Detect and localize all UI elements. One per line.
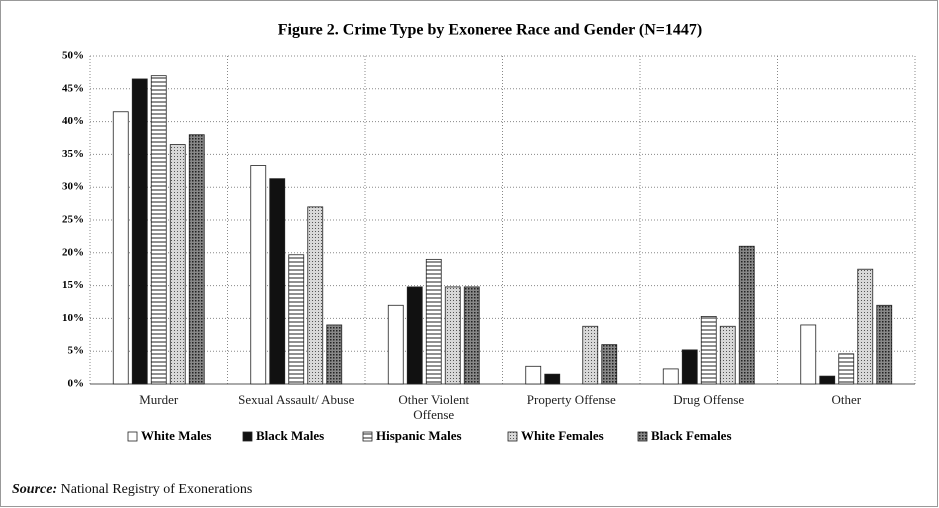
- bar: [601, 344, 618, 385]
- y-tick-label: 15%: [62, 279, 84, 291]
- bar: [307, 206, 324, 385]
- y-tick-label: 45%: [62, 82, 84, 94]
- x-tick-label: Sexual Assault/ Abuse: [238, 392, 355, 407]
- legend-swatch: [507, 431, 518, 442]
- bar: [582, 325, 599, 385]
- bar: [150, 75, 167, 385]
- legend-label: Black Males: [256, 428, 324, 443]
- bar: [463, 286, 480, 385]
- x-tick-label: Other Violent Offense: [398, 392, 470, 422]
- bar: [444, 286, 461, 385]
- x-tick-label: Murder: [139, 392, 179, 407]
- y-tick-label: 40%: [62, 115, 84, 127]
- source-text: National Registry of Exonerations: [60, 482, 253, 497]
- legend-swatch: [637, 431, 648, 442]
- bar: [681, 349, 698, 385]
- y-tick-label: 30%: [62, 181, 84, 193]
- bar: [169, 144, 186, 385]
- bar: [700, 316, 717, 385]
- bar: [269, 178, 286, 385]
- source-label: Source:: [12, 482, 58, 497]
- x-tick-label: Drug Offense: [673, 392, 745, 407]
- y-tick-label: 20%: [62, 246, 84, 258]
- y-tick-label: 10%: [62, 312, 84, 324]
- bar: [188, 134, 205, 385]
- bar: [406, 286, 423, 385]
- bar: [387, 304, 404, 385]
- legend-label: White Females: [521, 428, 604, 443]
- bar: [800, 324, 817, 385]
- bar: [738, 245, 755, 385]
- bar: [838, 353, 855, 385]
- bar: [425, 258, 442, 385]
- legend-swatch: [362, 431, 373, 442]
- chart-title: Figure 2. Crime Type by Exoneree Race an…: [278, 22, 702, 39]
- y-tick-label: 0%: [68, 378, 85, 390]
- bar: [525, 365, 542, 385]
- y-tick-label: 25%: [62, 214, 84, 226]
- legend-label: White Males: [141, 428, 211, 443]
- y-tick-label: 50%: [62, 50, 84, 62]
- y-tick-label: 35%: [62, 148, 84, 160]
- x-tick-label: Property Offense: [526, 392, 616, 407]
- bar: [112, 111, 129, 385]
- bar: [662, 368, 679, 385]
- bar: [876, 304, 893, 385]
- legend-swatch: [127, 431, 138, 442]
- bar: [288, 254, 305, 385]
- bar: [857, 268, 874, 385]
- bar: [719, 325, 736, 385]
- legend-swatch: [242, 431, 253, 442]
- bar: [131, 78, 148, 385]
- bar: [326, 324, 343, 385]
- legend-label: Hispanic Males: [376, 428, 462, 443]
- bar: [819, 375, 836, 385]
- y-tick-label: 5%: [68, 345, 85, 357]
- bar: [544, 373, 561, 385]
- x-tick-label: Other: [831, 392, 862, 407]
- legend-label: Black Females: [651, 428, 732, 443]
- bar: [250, 165, 267, 385]
- source-note: Source: National Registry of Exoneration…: [12, 482, 252, 498]
